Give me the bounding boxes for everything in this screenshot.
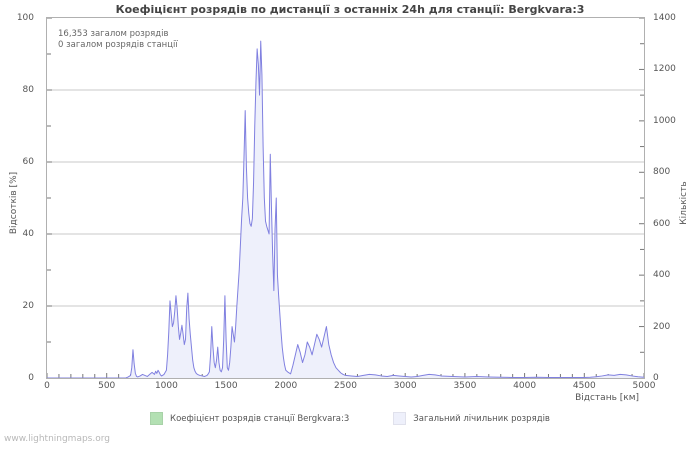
y-axis-right-tick-label: 1000: [653, 115, 676, 126]
y-axis-right-tick-label: 1400: [653, 13, 676, 23]
y-axis-left-tick-label: 0: [28, 373, 34, 383]
legend-label-station-ratio: Коефіцієнт розрядів станції Bergkvara:3: [170, 413, 350, 424]
x-axis-tick-label: 2000: [274, 381, 298, 391]
x-axis-tick-label: 0: [44, 381, 50, 391]
y-axis-left-tick-label: 100: [16, 13, 34, 23]
x-axis-labels: 0 500 1000 1500 2000 2500 3000 3500 4000 4500 5000: [0, 381, 700, 395]
chart-annotation: 16,353 загалом розрядів 0 загалом розряд…: [58, 29, 178, 51]
x-axis-tick-label: 1500: [214, 381, 238, 391]
x-axis-tick-label: 1000: [154, 381, 178, 391]
x-axis-tick-label: 3500: [453, 381, 477, 391]
x-axis-tick-label: 4500: [572, 381, 596, 391]
y-axis-right-tick-label: 200: [653, 321, 671, 332]
legend-swatch-station-ratio: [150, 412, 164, 425]
x-axis-tick-label: 500: [98, 381, 116, 391]
plot-area: [46, 17, 645, 379]
y-axis-left-tick-label: 20: [22, 301, 34, 311]
x-axis-tick-label: 4000: [513, 381, 537, 391]
legend-item-total-counter[interactable]: Загальний лічильник розрядів: [393, 412, 550, 425]
x-axis-tick-label: 2500: [334, 381, 357, 391]
x-axis-tick-label: 3000: [393, 381, 417, 391]
y-axis-left-tick-label: 80: [22, 85, 34, 95]
watermark: www.lightningmaps.org: [4, 434, 110, 444]
x-axis-title: Відстань [км]: [575, 393, 639, 403]
chart-legend: Коефіцієнт розрядів станції Bergkvara:3 …: [0, 412, 700, 425]
y-axis-left-tick-label: 40: [22, 229, 34, 239]
legend-label-total-counter: Загальний лічильник розрядів: [413, 413, 550, 424]
annotation-line-total: 16,353 загалом розрядів: [58, 29, 169, 39]
chart-title: Коефіцієнт розрядів по дистанції з остан…: [115, 3, 585, 16]
annotation-line-station: 0 загалом розрядів станції: [58, 40, 178, 50]
y-axis-left-labels: 0 20 40 60 80 100: [0, 0, 42, 450]
legend-swatch-total-counter: [393, 412, 407, 425]
plot-svg: [47, 18, 644, 378]
y-axis-right-tick-label: 800: [653, 167, 671, 178]
x-axis-tick-label: 5000: [632, 381, 656, 391]
y-axis-right-tick-label: 0: [653, 373, 659, 383]
y-axis-right-labels: 0 200 400 600 800 1000 1200 1400: [645, 0, 700, 450]
legend-item-station-ratio[interactable]: Коефіцієнт розрядів станції Bergkvara:3: [150, 412, 349, 425]
y-axis-right-tick-label: 600: [653, 218, 671, 229]
y-axis-right-tick-label: 400: [653, 270, 671, 281]
y-axis-right-tick-label: 1200: [653, 64, 676, 75]
y-axis-left-tick-label: 60: [22, 157, 34, 167]
